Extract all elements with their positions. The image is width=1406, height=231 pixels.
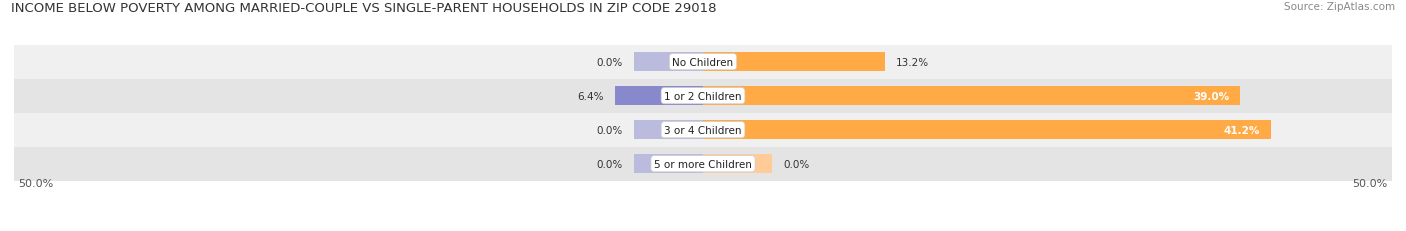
Bar [703, 121, 1271, 140]
Text: 0.0%: 0.0% [596, 57, 623, 67]
Bar [614, 87, 703, 106]
Text: 39.0%: 39.0% [1194, 91, 1229, 101]
Bar [703, 155, 772, 173]
Bar [703, 87, 1240, 106]
Text: 3 or 4 Children: 3 or 4 Children [664, 125, 742, 135]
Text: 50.0%: 50.0% [18, 178, 53, 188]
Bar [703, 53, 884, 72]
Bar [14, 46, 1392, 79]
Text: 0.0%: 0.0% [783, 159, 810, 169]
Text: 13.2%: 13.2% [896, 57, 929, 67]
Bar [14, 113, 1392, 147]
Bar [634, 53, 703, 72]
Text: INCOME BELOW POVERTY AMONG MARRIED-COUPLE VS SINGLE-PARENT HOUSEHOLDS IN ZIP COD: INCOME BELOW POVERTY AMONG MARRIED-COUPL… [11, 2, 717, 15]
Text: 41.2%: 41.2% [1223, 125, 1260, 135]
Bar [14, 79, 1392, 113]
Text: 0.0%: 0.0% [596, 125, 623, 135]
Text: 6.4%: 6.4% [578, 91, 603, 101]
Text: Source: ZipAtlas.com: Source: ZipAtlas.com [1284, 2, 1395, 12]
Text: No Children: No Children [672, 57, 734, 67]
Text: 50.0%: 50.0% [1353, 178, 1388, 188]
Bar [634, 121, 703, 140]
Text: 1 or 2 Children: 1 or 2 Children [664, 91, 742, 101]
Bar [14, 147, 1392, 181]
Text: 5 or more Children: 5 or more Children [654, 159, 752, 169]
Text: 0.0%: 0.0% [596, 159, 623, 169]
Bar [634, 155, 703, 173]
